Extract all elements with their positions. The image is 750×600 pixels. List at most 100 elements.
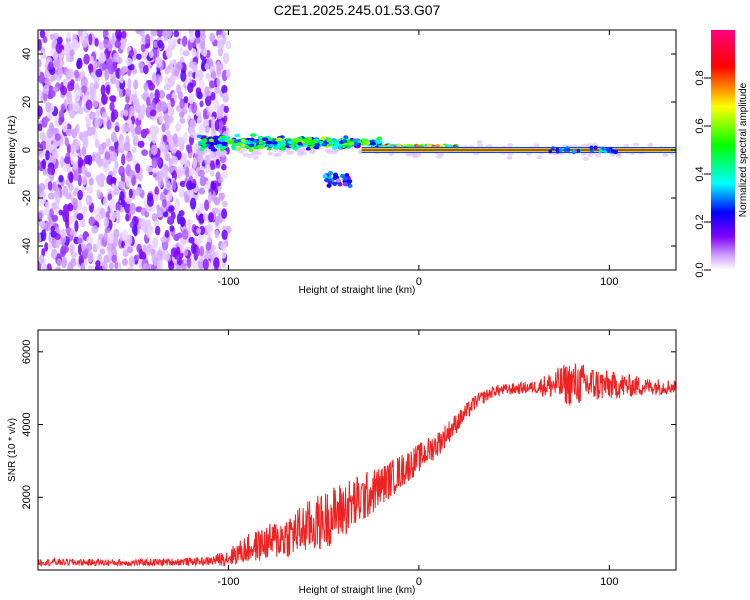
heatmap-noise-blob (151, 213, 158, 222)
heatmap-noise-blob (121, 258, 128, 266)
heatmap-noise-blob (95, 260, 101, 267)
heatmap-noise-blob (156, 156, 162, 167)
heatmap-noise-blob (195, 247, 201, 257)
heatmap-signal-blob (287, 140, 294, 145)
heatmap-signal-blob (326, 138, 332, 143)
heatmap-noise-blob (204, 180, 212, 190)
heatmap-noise-blob (106, 119, 112, 131)
heatmap-noise-blob (157, 171, 164, 179)
heatmap-halo-blob (477, 143, 484, 148)
heatmap-signal-blob (275, 137, 283, 141)
heatmap-halo-blob (210, 153, 217, 158)
heatmap-noise-blob (86, 235, 94, 244)
y-tick-label: 2000 (21, 485, 33, 509)
heatmap-signal-blob (208, 145, 216, 150)
heatmap-noise-blob (131, 174, 136, 187)
heatmap-noise-blob (147, 223, 154, 235)
snr-panel: -100 0 100 2000 4000 6000 Height of straight… (7, 329, 677, 596)
heatmap-noise-blob (163, 250, 170, 262)
heatmap-noise-blob (65, 192, 73, 200)
heatmap-signal-blob (297, 142, 303, 146)
heatmap-noise-blob (154, 186, 159, 197)
heatmap-noise-blob (111, 109, 119, 120)
heatmap-noise-blob (191, 61, 198, 73)
heatmap-noise-blob (164, 66, 171, 75)
heatmap-noise-blob (48, 61, 54, 70)
heatmap-noise-blob (101, 93, 108, 105)
heatmap-noise-blob (53, 57, 60, 68)
heatmap-noise-blob (109, 95, 116, 102)
heatmap-noise-blob (172, 178, 177, 191)
heatmap-noise-blob (221, 164, 227, 171)
heatmap-noise-blob (82, 131, 89, 138)
heatmap-noise-blob (60, 103, 66, 112)
heatmap-noise-blob (62, 78, 68, 87)
heatmap-noise-blob (43, 207, 50, 216)
heatmap-noise-blob (210, 91, 216, 101)
heatmap-noise-blob (99, 62, 107, 71)
heatmap-noise-blob (95, 213, 102, 222)
heatmap-noise-blob (153, 194, 160, 201)
heatmap-halo-blob (476, 139, 483, 144)
heatmap-noise-blob (183, 96, 189, 104)
heatmap-noise-blob (213, 257, 220, 269)
heatmap-tail-blob (332, 172, 338, 177)
heatmap-signal-blob (334, 142, 340, 147)
heatmap-noise-blob (217, 47, 223, 57)
x-tick-label: 100 (600, 276, 618, 288)
heatmap-tail-blob (332, 181, 338, 187)
heatmap-tail-blob (335, 178, 341, 183)
heatmap-signal-blob (226, 140, 234, 145)
x-tick-label: -100 (217, 276, 239, 288)
heatmap-signal-blob (199, 147, 205, 152)
heatmap-noise-blob (176, 232, 183, 239)
heatmap-noise-blob (111, 254, 118, 264)
heatmap-noise-blob (88, 33, 93, 46)
heatmap-noise-blob (148, 82, 155, 91)
heatmap-noise-blob (198, 187, 206, 195)
heatmap-noise-blob (173, 69, 180, 77)
heatmap-signal-blob (321, 142, 328, 147)
heatmap-noise-blob (61, 121, 68, 133)
heatmap-signal-blob (576, 148, 581, 153)
heatmap-noise-blob (221, 171, 228, 179)
heatmap-noise-blob (44, 201, 50, 209)
heatmap-halo-blob (220, 151, 227, 156)
heatmap-noise-blob (38, 146, 42, 156)
heatmap-noise-blob (207, 191, 213, 204)
heatmap-noise-blob (40, 140, 47, 150)
heatmap-noise-blob (198, 79, 205, 90)
heatmap-noise-blob (65, 52, 71, 63)
heatmap-noise-blob (133, 134, 140, 147)
heatmap-noise-blob (114, 261, 119, 270)
heatmap-noise-blob (117, 31, 122, 40)
x-tick-label: 0 (416, 276, 422, 288)
heatmap-halo-blob (252, 155, 259, 160)
heatmap-noise-blob (49, 33, 55, 40)
heatmap-noise-blob (109, 101, 115, 112)
heatmap-noise-blob (123, 142, 131, 152)
heatmap-noise-blob (214, 119, 220, 132)
heatmap-noise-blob (106, 174, 114, 186)
heatmap-halo-blob (288, 150, 295, 155)
heatmap-noise-blob (131, 158, 137, 166)
heatmap-noise-blob (164, 153, 171, 161)
heatmap-noise-blob (145, 33, 151, 45)
heatmap-noise-blob (105, 58, 113, 71)
heatmap-noise-blob (81, 165, 86, 173)
heatmap-noise-blob (64, 137, 70, 147)
heatmap-noise-blob (188, 92, 194, 105)
heatmap-tail-blob (328, 170, 334, 176)
heatmap-noise-blob (119, 191, 125, 202)
heatmap-signal-blob (341, 139, 348, 144)
heatmap-noise-blob (47, 192, 55, 200)
heatmap-noise-blob (72, 101, 80, 112)
heatmap-noise-blob (44, 77, 51, 87)
heatmap-noise-blob (172, 38, 177, 46)
heatmap-noise-blob (191, 101, 198, 114)
heatmap-noise-blob (55, 266, 61, 270)
heatmap-noise-blob (99, 52, 107, 64)
heatmap-noise-blob (72, 197, 78, 207)
spectrogram-panel: -100 0 100 -40 -20 0 20 40 Height of straight … (7, 29, 677, 296)
